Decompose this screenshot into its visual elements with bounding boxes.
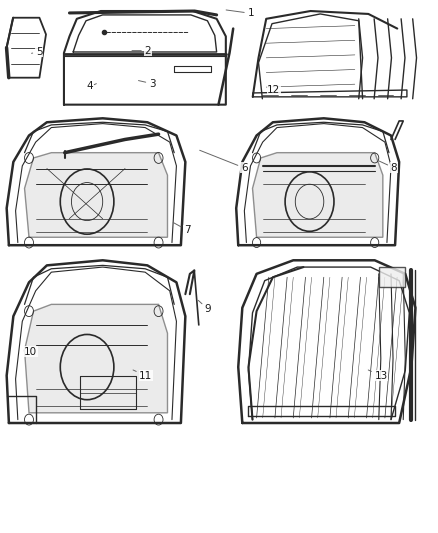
Text: 13: 13	[368, 370, 388, 381]
Polygon shape	[252, 152, 383, 237]
Polygon shape	[25, 304, 167, 413]
Text: 8: 8	[379, 161, 397, 173]
Text: 1: 1	[226, 9, 254, 18]
Text: 2: 2	[132, 46, 151, 55]
Polygon shape	[379, 267, 405, 287]
Polygon shape	[25, 152, 167, 237]
Text: 11: 11	[133, 370, 152, 381]
Text: 6: 6	[200, 150, 247, 173]
Text: 10: 10	[24, 347, 37, 357]
Text: 7: 7	[173, 223, 191, 235]
Text: 4: 4	[87, 82, 96, 91]
Text: 12: 12	[267, 85, 280, 94]
Text: 3: 3	[138, 79, 155, 88]
Text: 9: 9	[198, 301, 211, 314]
Text: 5: 5	[32, 47, 42, 56]
